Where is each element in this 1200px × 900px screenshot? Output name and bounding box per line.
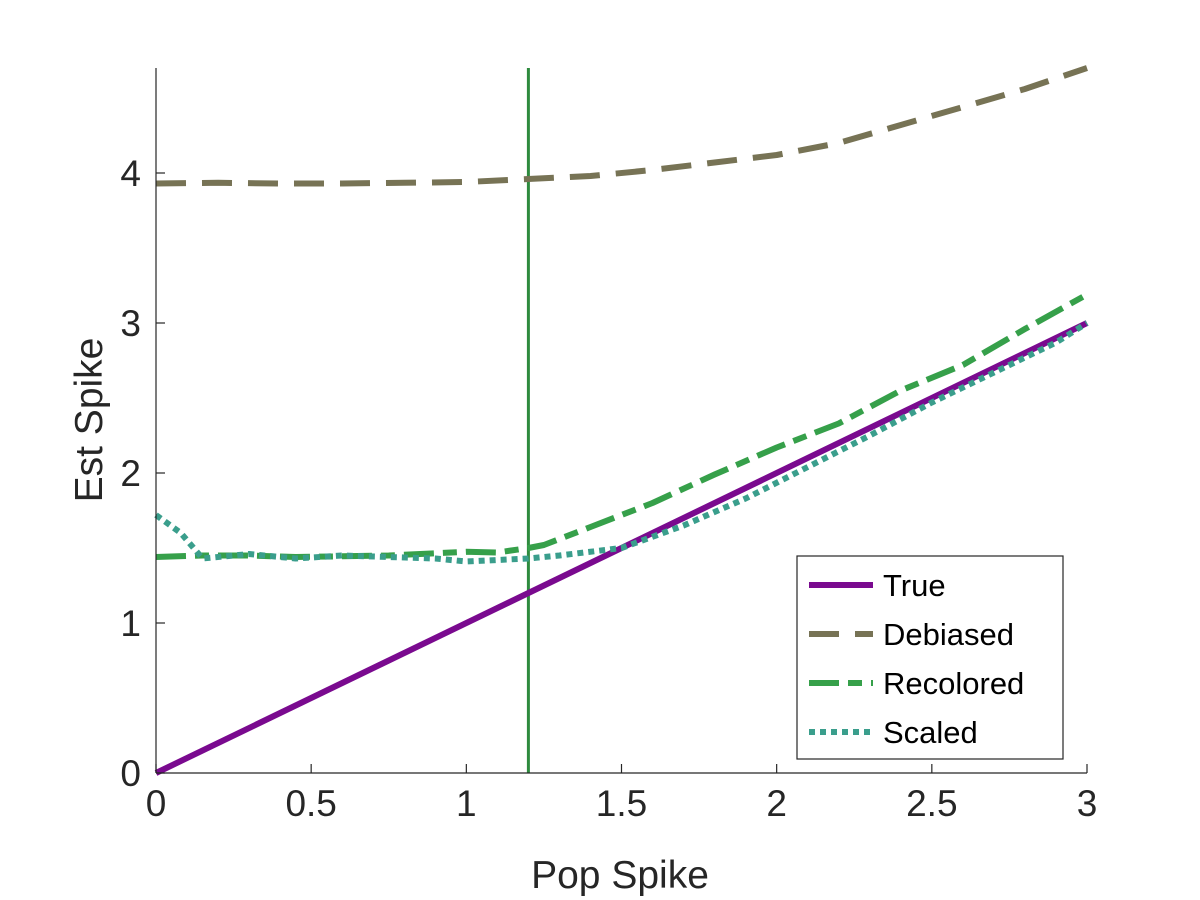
x-axis-label: Pop Spike xyxy=(531,854,709,897)
x-tick-label: 0 xyxy=(146,783,167,824)
legend-label-debiased: Debiased xyxy=(883,617,1014,652)
x-tick-label: 2 xyxy=(766,783,787,824)
legend-box xyxy=(796,555,1064,760)
x-tick-label: 0.5 xyxy=(285,783,336,824)
series-layer xyxy=(154,65,1089,776)
x-tick-label: 2.5 xyxy=(906,783,957,824)
legend-label-scaled: Scaled xyxy=(883,715,978,750)
y-axis-label: Est Spike xyxy=(68,338,111,503)
legend-label-true: True xyxy=(883,568,946,603)
y-tick-label: 1 xyxy=(120,603,141,644)
legend: True Debiased Recolored Scaled xyxy=(796,555,1064,760)
y-tick-label: 3 xyxy=(120,303,141,344)
x-tick-label: 1 xyxy=(456,783,477,824)
x-tick-label: 1.5 xyxy=(596,783,647,824)
series-line-recolored xyxy=(155,291,1089,560)
tick-labels: 0 0.5 1 1.5 2 2.5 3 0 1 2 3 4 xyxy=(120,153,1097,824)
axes xyxy=(155,68,1088,774)
series-line-debiased xyxy=(155,65,1088,187)
y-tick-label: 4 xyxy=(120,153,141,194)
y-tick-label: 0 xyxy=(120,753,141,794)
x-tick-label: 3 xyxy=(1077,783,1098,824)
legend-label-recolored: Recolored xyxy=(883,666,1024,701)
series-line-scaled xyxy=(154,320,1089,565)
y-tick-label: 2 xyxy=(120,453,141,494)
